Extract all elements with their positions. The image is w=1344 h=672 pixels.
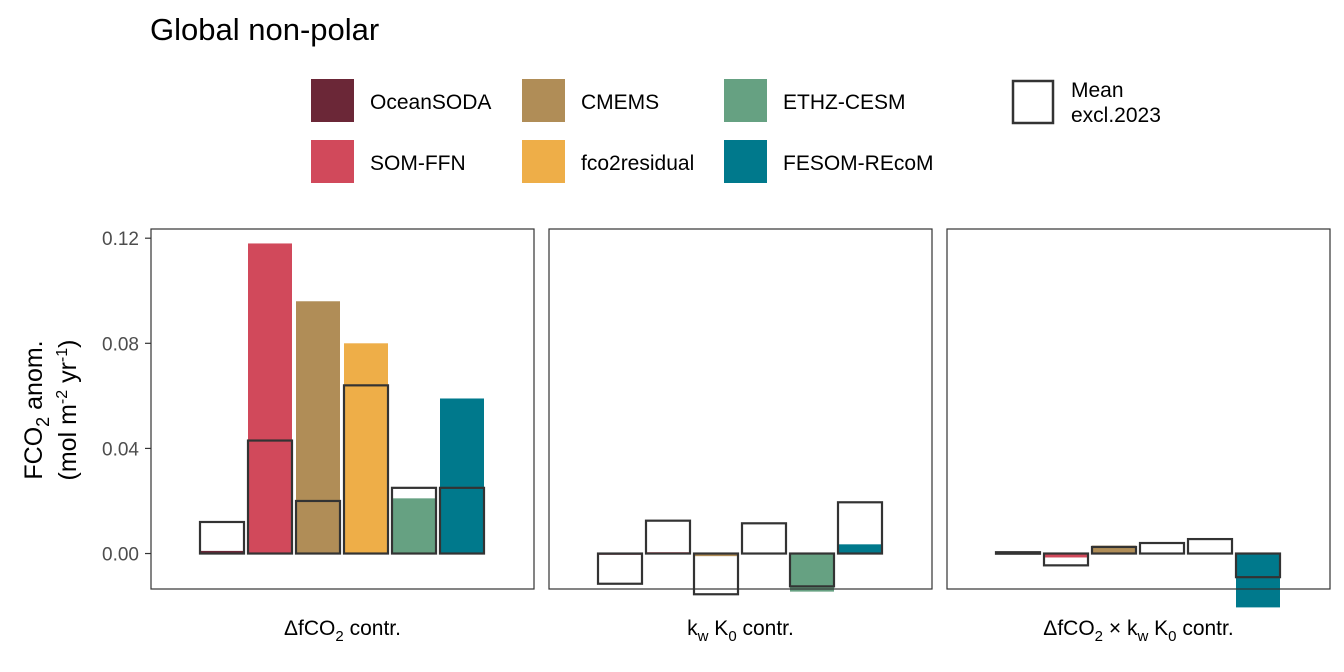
legend-mean-swatch bbox=[1011, 79, 1055, 125]
mean-box-1-5 bbox=[836, 501, 884, 555]
mean-box-0-3 bbox=[342, 384, 390, 555]
legend-swatch-2 bbox=[522, 79, 565, 122]
y-tick-label-0: 0.00 bbox=[102, 545, 139, 566]
bar-0-1 bbox=[248, 243, 292, 554]
panel-border-0 bbox=[150, 228, 535, 590]
legend-label-1: SOM-FFN bbox=[370, 152, 466, 175]
y-axis-title-unit-open: (mol m bbox=[54, 404, 82, 480]
mean-box-1-2 bbox=[692, 552, 740, 596]
bar-2-2 bbox=[1092, 545, 1136, 554]
panel-2: ΔfCO2 × kw K0 contr. bbox=[946, 228, 1331, 645]
bar-0-2 bbox=[296, 301, 340, 554]
y-axis: 0.00 0.04 0.08 0.12 bbox=[102, 229, 151, 566]
mean-box-0-5 bbox=[438, 486, 486, 555]
panel-label-2-part-5: 0 bbox=[1168, 628, 1176, 645]
panel-label-1-part-2: K bbox=[708, 617, 728, 640]
bar-2-5 bbox=[1236, 553, 1280, 608]
mean-box-0-2 bbox=[294, 499, 342, 555]
panel-label-2-part-3: w bbox=[1136, 628, 1148, 645]
bar-0-0 bbox=[200, 550, 244, 554]
mean-box-0-4 bbox=[390, 486, 438, 555]
panel-label-1-part-4: contr. bbox=[737, 617, 794, 640]
panel-label-1-part-1: w bbox=[697, 628, 709, 645]
y-axis-title-line1: FCO2 anom. bbox=[20, 340, 53, 479]
y-axis-title-rest: anom. bbox=[20, 340, 48, 416]
panel-label-2-part-6: contr. bbox=[1176, 617, 1233, 640]
panel-label-0-part-1: 2 bbox=[335, 628, 343, 645]
bar-0-3 bbox=[344, 343, 388, 554]
legend-label-4: ETHZ-CESM bbox=[783, 91, 906, 114]
y-axis-title-sub: 2 bbox=[33, 417, 53, 427]
mean-box-2-0 bbox=[994, 551, 1042, 555]
mean-box-2-4 bbox=[1186, 537, 1234, 555]
panel-label-2-part-2: × k bbox=[1103, 617, 1138, 640]
legend-swatch-4 bbox=[724, 79, 767, 122]
y-tick-label-1: 0.04 bbox=[102, 439, 139, 460]
bar-2-1 bbox=[1044, 553, 1088, 558]
panel-label-0-part-2: contr. bbox=[344, 617, 401, 640]
bar-1-2 bbox=[694, 553, 738, 557]
bar-1-5 bbox=[838, 544, 882, 554]
panel-label-2-part-0: ΔfCO bbox=[1043, 617, 1094, 640]
legend: OceanSODA SOM-FFN CMEMS fco2residual ETHZ-CE… bbox=[311, 79, 1161, 183]
legend-swatch-0 bbox=[311, 79, 354, 122]
y-tick-label-2: 0.08 bbox=[102, 334, 139, 355]
panel-1: kw K0 contr. bbox=[548, 228, 933, 645]
mean-box-0-0 bbox=[198, 520, 246, 555]
legend-label-5: FESOM-REcoM bbox=[783, 152, 934, 175]
panel-0: ΔfCO2 contr. bbox=[150, 228, 535, 645]
legend-mean-label-line1: Mean bbox=[1071, 79, 1124, 102]
legend-label-2: CMEMS bbox=[581, 91, 659, 114]
panel-label-2: ΔfCO2 × kw K0 contr. bbox=[1043, 617, 1233, 645]
panel-label-1-part-0: k bbox=[687, 617, 698, 640]
panel-border-1 bbox=[548, 228, 933, 590]
panel-label-1: kw K0 contr. bbox=[687, 617, 794, 645]
bar-0-5 bbox=[440, 398, 484, 554]
legend-swatch-5 bbox=[724, 140, 767, 183]
legend-swatch-3 bbox=[522, 140, 565, 183]
legend-label-0: OceanSODA bbox=[370, 91, 491, 114]
panel-border-2 bbox=[946, 228, 1331, 590]
mean-box-1-1 bbox=[644, 519, 692, 555]
bar-0-4 bbox=[392, 498, 436, 554]
y-tick-label-3: 0.12 bbox=[102, 229, 139, 250]
legend-swatch-1 bbox=[311, 140, 354, 183]
panel-label-2-part-4: K bbox=[1148, 617, 1168, 640]
y-axis-title-exp1: -2 bbox=[54, 390, 71, 404]
y-axis-title-exp2: -1 bbox=[54, 348, 71, 362]
chart-title: Global non-polar bbox=[150, 12, 379, 47]
mean-box-0-1 bbox=[246, 439, 294, 555]
mean-box-2-1 bbox=[1042, 552, 1090, 567]
y-axis-title-line2: (mol m-2 yr-1) bbox=[54, 340, 82, 481]
mean-box-2-3 bbox=[1138, 541, 1186, 555]
panel-label-0: ΔfCO2 contr. bbox=[284, 617, 401, 645]
mean-box-2-2 bbox=[1090, 545, 1138, 555]
mean-box-1-0 bbox=[596, 552, 644, 585]
panel-label-2-part-1: 2 bbox=[1095, 628, 1103, 645]
y-axis-title-unit-mid: yr bbox=[54, 362, 82, 390]
legend-mean-label-line2: excl.2023 bbox=[1071, 104, 1161, 127]
panel-label-1-part-3: 0 bbox=[728, 628, 736, 645]
y-axis-title-main: FCO bbox=[20, 427, 48, 480]
mean-box-1-4 bbox=[788, 552, 836, 588]
mean-box-2-5 bbox=[1234, 552, 1282, 579]
mean-box-1-3 bbox=[740, 522, 788, 555]
panels: ΔfCO2 contr. kw K0 contr. ΔfCO2 × kw K0 co… bbox=[150, 228, 1331, 645]
legend-label-3: fco2residual bbox=[581, 152, 694, 175]
panel-label-0-part-0: ΔfCO bbox=[284, 617, 335, 640]
y-axis-title-unit-close: ) bbox=[54, 340, 82, 348]
